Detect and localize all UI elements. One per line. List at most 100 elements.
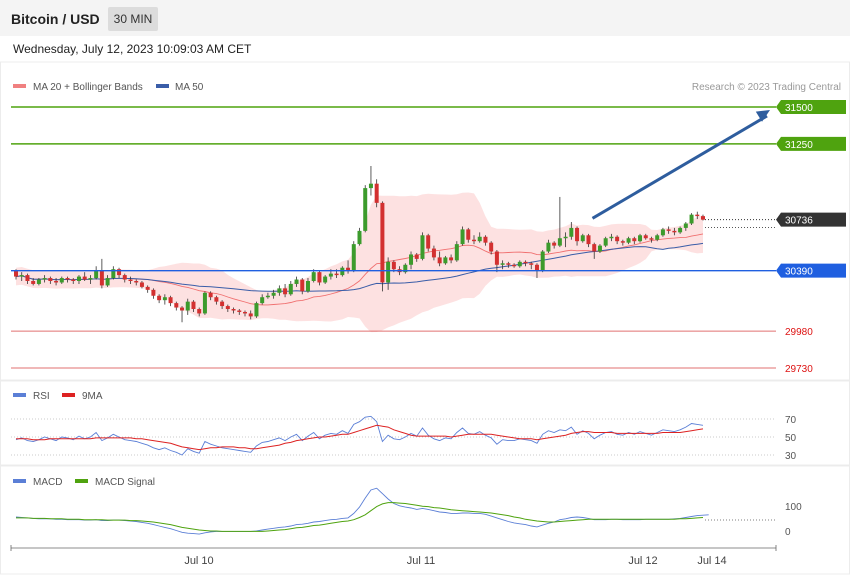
candle	[254, 301, 259, 318]
legend-ma50-swatch	[156, 84, 169, 88]
candle-body	[615, 236, 620, 242]
candle	[243, 310, 247, 317]
candle-body	[294, 279, 299, 284]
candle-body	[88, 278, 93, 280]
candle	[128, 276, 133, 284]
candle-body	[695, 214, 700, 217]
candle-body	[334, 273, 339, 276]
candle	[615, 235, 620, 245]
price-layer	[14, 165, 705, 333]
candle-body	[351, 244, 356, 271]
candle	[529, 261, 534, 270]
candle	[265, 292, 270, 299]
candle	[25, 273, 30, 284]
candle	[174, 301, 179, 311]
candle	[197, 307, 202, 317]
candle-body	[638, 235, 643, 242]
candle	[649, 236, 654, 243]
candle-body	[620, 241, 625, 243]
level-label-31250: 31250	[785, 140, 813, 151]
candle-body	[59, 278, 64, 283]
candle	[701, 214, 705, 221]
candle	[575, 226, 580, 246]
candle	[105, 275, 110, 287]
candle-body	[386, 261, 391, 283]
candle	[323, 275, 328, 284]
candle-body	[71, 279, 76, 281]
candle	[271, 289, 276, 299]
candle	[168, 295, 173, 307]
candle-body	[500, 263, 505, 265]
macd-line	[15, 487, 709, 535]
candle-body	[517, 261, 522, 267]
candle	[403, 263, 408, 274]
candle-body	[489, 242, 494, 252]
candle-body	[25, 275, 30, 281]
macd-layer: 100 0	[15, 487, 802, 538]
rsi-line	[15, 415, 704, 456]
candle-body	[36, 279, 41, 284]
rsi-layer: 70 50 30	[11, 415, 797, 462]
candle-body	[168, 297, 173, 304]
candle-body	[414, 254, 419, 259]
level-label-29980: 29980	[785, 327, 813, 338]
candle-body	[134, 281, 139, 283]
candle-body	[31, 281, 36, 284]
candle-body	[288, 283, 293, 295]
level-tag-31500	[776, 100, 846, 114]
legend-rsi-swatch	[13, 393, 26, 397]
candle-body	[237, 310, 242, 312]
candle	[42, 275, 47, 283]
candle-body	[534, 264, 539, 271]
candle	[71, 278, 76, 284]
timeframe-button[interactable]: 30 MIN	[108, 7, 158, 31]
candle	[294, 276, 299, 287]
candle	[512, 263, 517, 268]
candle-body	[231, 309, 236, 311]
candle-body	[191, 301, 196, 310]
candle-body	[283, 288, 288, 295]
candle	[460, 226, 465, 246]
candle-body	[431, 248, 436, 258]
candle	[340, 266, 345, 277]
x-axis: Jul 10 Jul 11 Jul 12 Jul 14	[10, 545, 777, 567]
candle-body	[76, 276, 81, 281]
candle	[99, 258, 104, 289]
candle	[454, 241, 459, 262]
toolbar: Bitcoin / USD 30 MIN	[0, 0, 850, 36]
candle-body	[592, 244, 597, 252]
candle-body	[575, 227, 580, 242]
candle	[592, 242, 597, 259]
rsi-tick-50: 50	[785, 433, 797, 444]
candle	[134, 279, 139, 286]
candle	[214, 295, 219, 305]
chart-title: Bitcoin / USD	[11, 11, 100, 27]
candle	[88, 275, 93, 284]
candle	[346, 260, 351, 274]
candle-body	[586, 235, 591, 245]
candle	[277, 285, 282, 296]
legend-macd-swatch	[13, 479, 26, 483]
candle-body	[99, 270, 104, 286]
candle-body	[477, 236, 482, 242]
candle	[65, 276, 70, 283]
level-label-31500: 31500	[785, 103, 813, 114]
candle	[443, 255, 448, 265]
level-label-29730: 29730	[785, 364, 813, 375]
candle-body	[597, 245, 602, 252]
candle	[139, 281, 144, 289]
candle-body	[563, 236, 568, 239]
candle-body	[82, 276, 87, 280]
candle	[437, 251, 442, 267]
candle	[300, 278, 305, 295]
candle	[317, 270, 322, 286]
candle-body	[260, 297, 265, 304]
candle-body	[626, 238, 631, 243]
macd-signal-line	[16, 502, 704, 532]
legend-macd-label: MACD	[33, 477, 62, 488]
candle-body	[323, 276, 328, 283]
candle-body	[185, 301, 190, 311]
candle-body	[19, 275, 24, 277]
